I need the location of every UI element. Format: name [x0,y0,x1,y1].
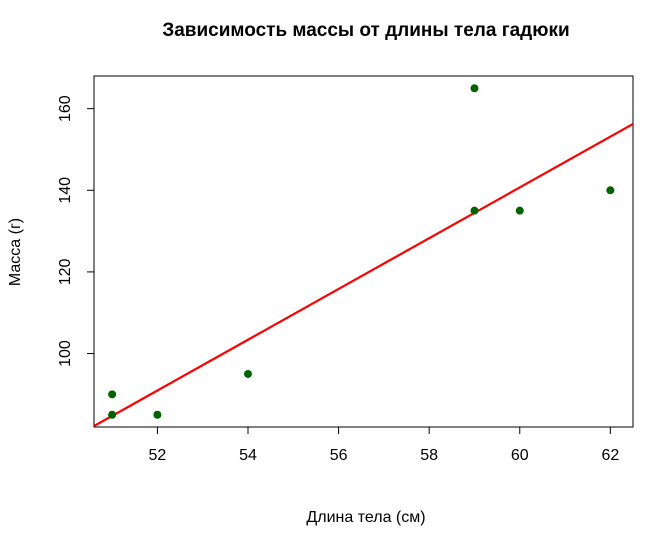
y-tick-label: 140 [57,177,74,204]
y-axis: 100 120 140 160 [57,95,94,367]
x-tick-label: 60 [511,447,529,464]
x-tick-label: 56 [330,447,348,464]
data-point [108,390,117,399]
data-point [244,369,252,378]
y-tick-label: 160 [57,95,74,122]
x-tick-label: 54 [239,447,257,464]
y-tick-label: 100 [57,340,74,367]
data-point [470,84,479,93]
data-point [470,206,479,215]
chart-title: Зависимость массы от длины тела гадюки [162,20,569,41]
plot-area [94,84,633,427]
y-tick-label: 120 [57,258,74,285]
data-point [108,410,117,419]
regression-line [94,122,633,427]
data-point [606,186,615,195]
x-axis: 52 54 56 58 60 62 [149,427,619,464]
x-tick-label: 58 [420,447,438,464]
y-axis-label: Масса (г) [7,218,24,286]
x-tick-label: 62 [601,447,619,464]
plot-frame [93,75,634,428]
x-axis-label: Длина тела (см) [306,509,425,526]
data-point [515,206,524,215]
x-tick-label: 52 [149,447,167,464]
data-point [153,410,162,419]
